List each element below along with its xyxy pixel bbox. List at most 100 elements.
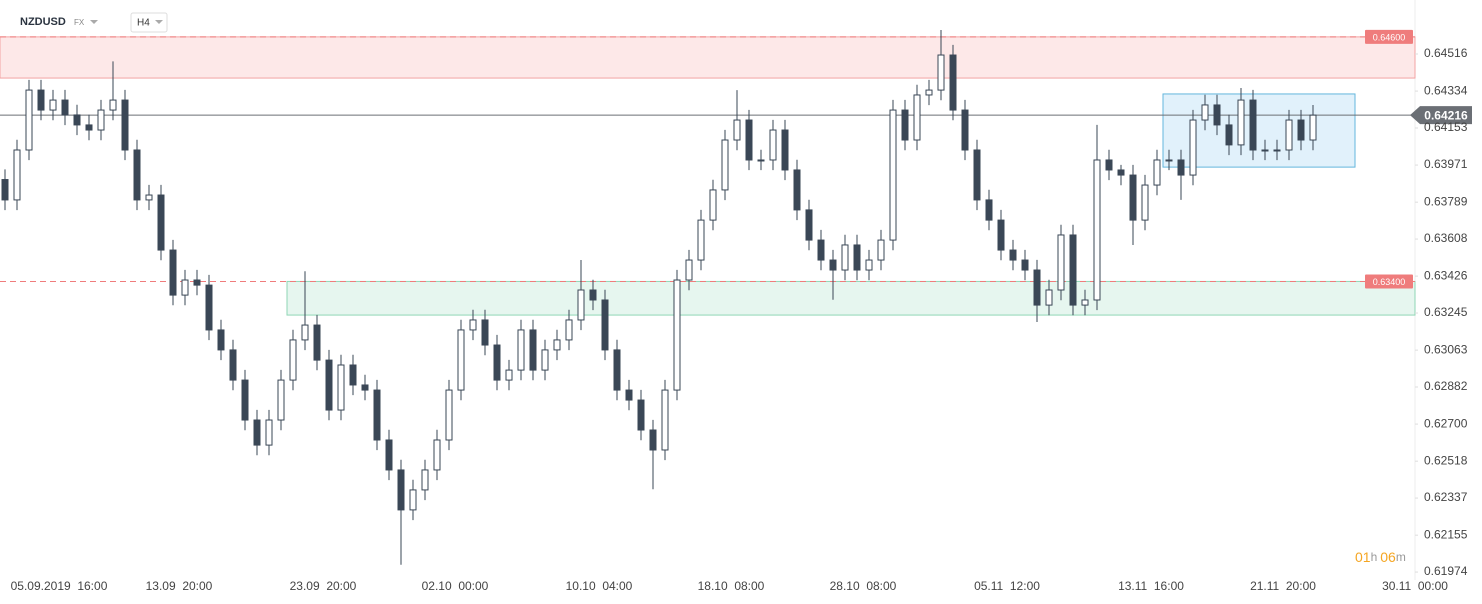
y-tick-label: 0.62882 xyxy=(1424,379,1468,393)
candle-body xyxy=(25,89,33,151)
candle-body xyxy=(313,324,321,361)
candle-body xyxy=(241,379,249,421)
candle-body xyxy=(769,129,777,161)
candle-body xyxy=(829,259,837,271)
candle-body xyxy=(145,194,153,201)
symbol[interactable]: NZDUSD xyxy=(20,16,66,28)
candle-body xyxy=(157,194,165,251)
candle-body xyxy=(73,114,81,126)
candle-body xyxy=(661,389,669,451)
candle-body xyxy=(673,279,681,391)
candle-body xyxy=(1021,259,1029,271)
candle-body xyxy=(601,299,609,351)
interval-box[interactable] xyxy=(130,12,168,33)
candle-body xyxy=(397,469,405,511)
candle-body xyxy=(1261,149,1269,152)
candle-body xyxy=(169,249,177,296)
candle-body xyxy=(805,209,813,241)
x-tick-label: 13.09 20:00 xyxy=(146,579,213,593)
y-tick-label: 0.61974 xyxy=(1424,564,1468,578)
candle-body xyxy=(325,359,333,411)
candle-body xyxy=(877,239,885,261)
x-tick-label: 18.10 08:00 xyxy=(698,579,765,593)
candle-body xyxy=(577,289,585,321)
candle-body xyxy=(1189,119,1197,176)
candle-body xyxy=(1105,159,1113,171)
candle-body xyxy=(193,279,201,286)
x-tick-label: 13.11 16:00 xyxy=(1118,579,1184,593)
interval-arrow[interactable] xyxy=(155,20,163,24)
x-tick-label: 23.09 20:00 xyxy=(290,579,357,593)
candle-body xyxy=(745,119,753,161)
candle-body xyxy=(301,324,309,341)
zone xyxy=(286,280,1416,316)
candle-body xyxy=(901,109,909,141)
candle-body xyxy=(625,389,633,401)
candle-body xyxy=(409,489,417,511)
level-label: 0.64600 xyxy=(1373,32,1406,42)
candle-body xyxy=(709,189,717,221)
candle-body xyxy=(1213,104,1221,126)
candle-body xyxy=(1057,234,1065,291)
interval[interactable]: H4 xyxy=(137,18,150,29)
candle-body xyxy=(277,379,285,421)
candle-body xyxy=(349,364,357,386)
candle-body xyxy=(289,339,297,381)
candle-body xyxy=(853,244,861,271)
y-tick-label: 0.62518 xyxy=(1424,453,1468,467)
candle-body xyxy=(913,94,921,141)
y-tick-label: 0.64153 xyxy=(1424,120,1468,134)
candle-body xyxy=(373,389,381,441)
dropdown-arrow[interactable] xyxy=(90,20,98,24)
candle-body xyxy=(229,349,237,381)
candle-body xyxy=(1093,159,1101,301)
x-tick-label: 21.11 20:00 xyxy=(1250,579,1316,593)
timer: 01h 06m xyxy=(1355,549,1406,565)
candle-body xyxy=(505,369,513,381)
candle-body xyxy=(529,329,537,371)
candle-body xyxy=(493,344,501,381)
y-tick-label: 0.63789 xyxy=(1424,194,1468,208)
candle-body xyxy=(757,159,765,162)
candles xyxy=(1,29,1317,565)
candle-body xyxy=(1177,159,1185,176)
candle-body xyxy=(1069,234,1077,306)
candle-body xyxy=(1201,104,1209,121)
candle-body xyxy=(973,149,981,201)
candle-body xyxy=(997,219,1005,251)
candle-body xyxy=(1225,124,1233,146)
candle-body xyxy=(361,384,369,391)
candle-body xyxy=(637,399,645,431)
x-tick-label: 05.11 12:00 xyxy=(974,579,1040,593)
candle-body xyxy=(697,219,705,261)
candle-body xyxy=(85,124,93,131)
candle-body xyxy=(649,429,657,451)
candle-body xyxy=(565,319,573,341)
candle-body xyxy=(61,99,69,116)
y-tick-label: 0.62155 xyxy=(1424,527,1468,541)
y-tick-label: 0.63608 xyxy=(1424,231,1468,245)
candle-body xyxy=(685,259,693,281)
candle-body xyxy=(1165,159,1173,162)
candle-body xyxy=(541,349,549,371)
candle-body xyxy=(253,419,261,446)
candle-body xyxy=(721,139,729,191)
candle-body xyxy=(445,389,453,441)
candle-body xyxy=(937,54,945,91)
y-tick-label: 0.63245 xyxy=(1424,305,1468,319)
candle-body xyxy=(181,279,189,296)
candle-body xyxy=(925,89,933,96)
candle-body xyxy=(385,439,393,471)
candle-body xyxy=(589,289,597,301)
current-label: 0.64216 xyxy=(1424,108,1468,122)
candle-body xyxy=(481,319,489,346)
header: NZDUSD FX H4 xyxy=(20,12,168,33)
candle-body xyxy=(121,99,129,151)
candle-body xyxy=(1081,299,1089,306)
candle-body xyxy=(985,199,993,221)
candle-body xyxy=(1153,159,1161,186)
candle-body xyxy=(433,439,441,471)
x-tick-label: 05.09.2019 16:00 xyxy=(11,579,108,593)
candle-body xyxy=(733,119,741,141)
